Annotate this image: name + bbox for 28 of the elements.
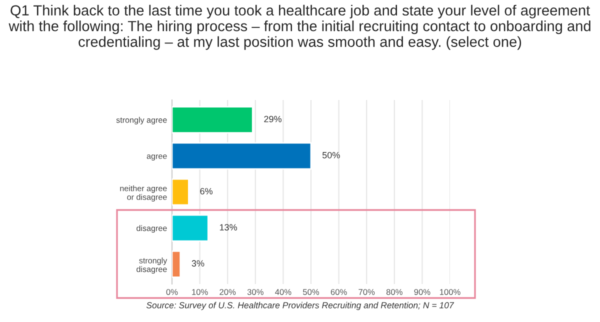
data-label: 6% [200, 188, 213, 194]
x-tick-label: 30% [247, 289, 264, 295]
bar [172, 142, 312, 170]
x-tick-label: 70% [358, 289, 375, 295]
source-note: Source: Survey of U.S. Healthcare Providers Recruiting and Retention; N = 107 [146, 302, 454, 310]
x-tick-label: 10% [192, 289, 208, 295]
y-tick-label: strongly agree [116, 116, 167, 124]
y-tick-label: neither agree or disagree [120, 185, 167, 202]
x-tick-label: 80% [386, 289, 402, 295]
x-tick-label: 90% [414, 289, 430, 295]
y-tick-label: strongly disagree [136, 257, 168, 274]
x-tick-label: 0% [166, 289, 178, 295]
data-label: 3% [192, 260, 204, 267]
data-label: 29% [264, 116, 282, 122]
data-label: 50% [322, 152, 340, 158]
chart-title: Q1 Think back to the last time you took a healthcare job and state your level of agreement with the following: The hiring process – from the initial recruiting contact to onboarding and credentialing – at my last position was smooth and easy. (select one) [8, 4, 590, 50]
y-tick-label: agree [146, 154, 167, 161]
data-label: 13% [220, 224, 237, 230]
x-tick-label: 40% [275, 289, 292, 295]
bar [172, 214, 209, 242]
x-tick-label: 100% [440, 289, 460, 295]
bar [172, 250, 182, 278]
x-tick-label: 60% [330, 289, 347, 295]
bar [172, 106, 254, 134]
x-tick-label: 20% [220, 289, 236, 295]
bar [172, 178, 190, 206]
y-tick-label: disagree [136, 225, 167, 233]
x-tick-label: 50% [302, 289, 320, 295]
